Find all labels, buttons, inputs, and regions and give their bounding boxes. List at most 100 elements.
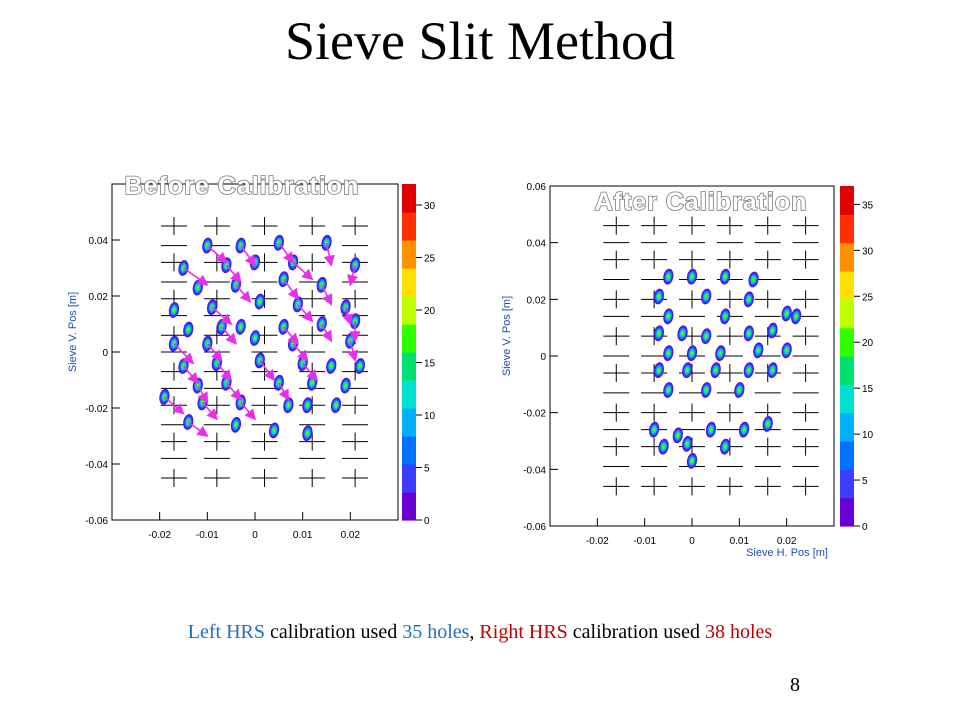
- correction-arrow: [211, 306, 233, 326]
- colorbar-tick-label: 10: [424, 411, 436, 422]
- page-number: 8: [790, 674, 800, 696]
- colorbar-tick-label: 15: [862, 384, 874, 395]
- before-calibration-plot: -0.02 -0.01 0 0.01 0.02 0.04 0.02 0 -0.02 -0.04 -0…: [67, 171, 436, 541]
- correction-arrow: [225, 382, 242, 401]
- colorbar-segment: [840, 186, 854, 215]
- colorbar-segment: [402, 464, 416, 493]
- data-spot: [686, 452, 698, 469]
- colorbar-tick-label: 15: [424, 359, 436, 370]
- data-spot: [663, 382, 674, 398]
- correction-arrow: [278, 242, 295, 264]
- data-spot: [738, 421, 750, 438]
- colorbar-segment: [402, 436, 416, 465]
- y-axis-label: Sieve V. Pos [m]: [67, 292, 79, 372]
- correction-arrow: [278, 382, 290, 401]
- data-spot: [710, 362, 721, 379]
- correction-arrow: [297, 303, 314, 323]
- data-spot: [268, 422, 280, 439]
- data-spot: [701, 328, 712, 345]
- data-spot: [715, 345, 726, 362]
- data-spot: [326, 358, 337, 374]
- correction-arrow: [206, 343, 223, 362]
- x-tick-label: -0.02: [148, 530, 171, 541]
- correction-arrow: [163, 396, 185, 415]
- correction-arrow: [206, 244, 228, 264]
- y-tick-label: -0.06: [523, 522, 546, 533]
- correction-arrow: [183, 267, 209, 286]
- correction-arrow: [282, 326, 299, 345]
- colorbar-segment: [840, 214, 854, 244]
- slide-title: Sieve Slit Method: [285, 11, 675, 71]
- data-spot: [734, 382, 745, 398]
- data-spot: [159, 388, 170, 405]
- data-spot: [663, 308, 674, 325]
- correction-arrow: [302, 362, 319, 382]
- colorbar-tick-label: 20: [424, 306, 436, 317]
- y-tick-label: 0.02: [527, 295, 547, 306]
- data-spot: [767, 322, 778, 339]
- data-spot: [672, 427, 683, 444]
- data-spot: [748, 271, 759, 288]
- data-spot: [340, 377, 351, 394]
- data-spot: [743, 325, 754, 342]
- data-spot: [354, 358, 365, 374]
- y-tick-label: 0.04: [89, 236, 109, 247]
- x-tick-label: -0.02: [586, 536, 609, 547]
- y-tick-label: -0.04: [85, 460, 108, 471]
- correction-arrow: [225, 264, 242, 284]
- colorbar-tick-label: 0: [862, 522, 868, 533]
- colorbar-segment: [840, 299, 854, 329]
- data-spot: [649, 421, 660, 438]
- correction-arrow: [292, 343, 309, 362]
- data-spot: [663, 268, 674, 285]
- data-spot: [762, 416, 773, 432]
- colorbar-tick-label: 10: [862, 430, 874, 441]
- data-spot: [686, 345, 698, 362]
- correction-arrow: [259, 359, 276, 382]
- data-spot: [302, 397, 313, 414]
- correction-arrow: [201, 401, 218, 421]
- data-spot: [767, 362, 778, 379]
- colorbar-tick-label: 5: [424, 464, 430, 475]
- data-spot: [230, 416, 242, 433]
- y-tick-label: 0: [540, 352, 546, 363]
- caption-text-2: calibration used: [567, 621, 705, 643]
- data-spot: [658, 438, 669, 455]
- correction-arrow: [197, 385, 209, 404]
- data-spot: [302, 425, 313, 442]
- colorbar-tick-label: 20: [862, 338, 874, 349]
- caption-text-1: calibration used: [265, 621, 403, 643]
- data-spot: [705, 421, 717, 438]
- colorbar-segment: [402, 352, 416, 381]
- colorbar-segment: [840, 497, 854, 527]
- correction-arrow: [173, 343, 195, 365]
- colorbar-tick-label: 30: [862, 246, 874, 257]
- data-spot: [283, 397, 294, 414]
- correction-arrow: [240, 401, 257, 421]
- y-tick-label: 0.06: [527, 182, 547, 193]
- data-spot: [720, 308, 731, 325]
- correction-arrow: [187, 421, 209, 437]
- data-spot: [254, 293, 265, 310]
- panel-title: After Calibration: [595, 188, 808, 216]
- colorbar-tick-label: 0: [424, 516, 430, 527]
- x-tick-label: 0.01: [293, 530, 313, 541]
- colorbar-tick-label: 25: [862, 292, 874, 303]
- data-spot: [682, 362, 693, 379]
- colorbar-segment: [840, 271, 854, 300]
- correction-arrow: [323, 242, 335, 267]
- x-tick-label: 0.01: [730, 536, 750, 547]
- colorbar-segment: [402, 296, 416, 325]
- y-tick-label: 0.04: [527, 239, 547, 250]
- colorbar-tick-label: 25: [424, 254, 436, 265]
- y-tick-label: 0.02: [89, 292, 109, 303]
- data-spot: [701, 382, 712, 398]
- data-spot: [720, 268, 731, 285]
- colorbar-segment: [840, 356, 854, 385]
- x-tick-label: 0: [689, 536, 695, 547]
- left-hrs-label: Left HRS: [187, 621, 266, 643]
- correction-arrow: [321, 323, 333, 343]
- x-tick-label: 0.02: [341, 530, 361, 541]
- y-tick-label: -0.04: [523, 465, 546, 476]
- colorbar-segment: [402, 492, 416, 521]
